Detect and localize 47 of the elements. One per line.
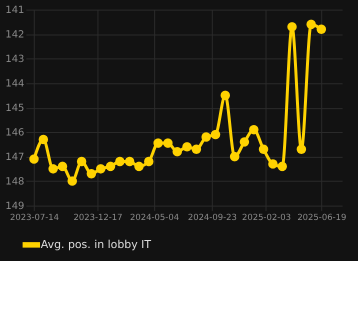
point (192, 144, 202, 154)
x-tick-label: 2025-02-03 (242, 212, 291, 222)
point (220, 90, 230, 100)
x-tick-label: 2024-09-23 (188, 212, 237, 222)
point (144, 156, 154, 166)
point (115, 156, 125, 166)
y-tick-label: 149 (5, 201, 24, 212)
point (58, 162, 68, 172)
x-tick-label: 2023-07-14 (10, 212, 60, 222)
point (316, 24, 326, 34)
point (249, 124, 258, 134)
point (296, 144, 306, 154)
y-tick-label: 141 (5, 5, 24, 16)
y-tick-label: 145 (5, 103, 24, 114)
point (201, 132, 211, 142)
point (258, 144, 268, 154)
point (134, 162, 144, 172)
point (172, 147, 182, 156)
x-tick-label: 2024-05-04 (130, 212, 180, 222)
point (210, 130, 220, 140)
point (182, 142, 192, 152)
x-tick-label: 2023-12-17 (73, 212, 123, 222)
x-tick-label: 2025-06-19 (297, 212, 346, 222)
point (124, 156, 134, 166)
point (268, 159, 278, 169)
point (230, 152, 240, 162)
y-tick-label: 142 (5, 30, 24, 41)
point (29, 154, 39, 164)
point (240, 137, 250, 147)
point (68, 176, 77, 186)
y-tick-label: 147 (5, 152, 24, 164)
point (287, 22, 297, 32)
y-tick-label: 148 (5, 176, 24, 188)
point (278, 162, 287, 172)
point (163, 138, 173, 148)
point (86, 169, 96, 178)
point (106, 162, 116, 172)
point (38, 134, 48, 144)
legend-label: Avg. pos. in lobby IT (40, 238, 152, 251)
y-tick-label: 146 (5, 128, 24, 139)
point (76, 156, 86, 166)
y-tick-label: 143 (5, 54, 24, 66)
point (48, 164, 58, 174)
point (96, 164, 106, 174)
y-tick-label: 144 (5, 78, 24, 90)
point (153, 138, 163, 148)
point (306, 20, 316, 30)
